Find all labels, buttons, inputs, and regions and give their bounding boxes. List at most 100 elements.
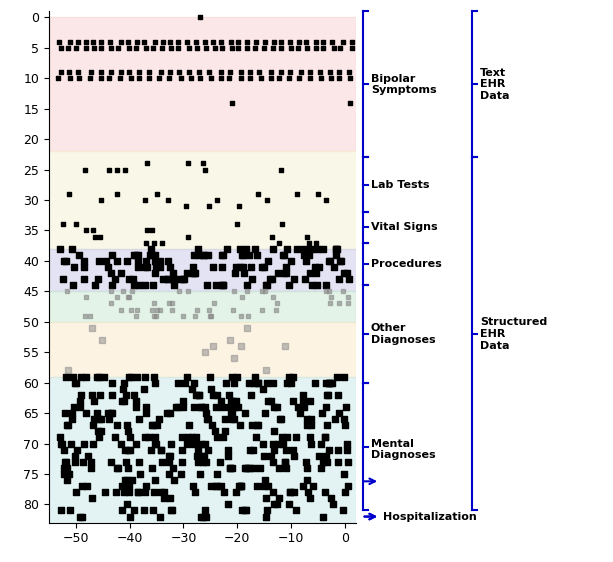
Point [262,506,272,515]
Point [342,269,352,278]
Point [127,475,137,484]
Point [148,421,158,430]
Point [63,421,72,430]
Point [126,512,135,521]
Point [316,463,326,472]
Point [194,244,204,253]
Point [261,512,271,521]
Point [56,506,66,515]
Point [196,74,205,83]
Point [128,287,137,296]
Text: Vital Signs: Vital Signs [371,223,438,232]
Point [315,67,325,76]
Point [225,463,235,472]
Point [110,275,120,284]
Point [302,415,311,424]
Point [249,378,259,387]
Point [196,469,205,478]
Point [286,256,296,265]
Point [70,457,80,466]
Point [149,488,159,497]
Point [242,506,251,515]
Point [218,402,227,411]
Point [148,506,158,515]
Point [145,250,155,259]
Point [319,37,329,46]
Point [284,372,294,381]
Point [63,366,73,375]
Point [156,305,166,314]
Point [180,378,190,387]
Point [120,378,129,387]
Point [243,311,253,320]
Point [74,250,84,259]
Point [273,269,283,278]
Point [105,37,115,46]
Point [140,372,150,381]
Point [227,463,237,472]
Point [266,396,276,405]
Point [286,43,296,52]
Point [326,494,336,503]
Point [112,189,122,198]
Point [167,506,177,515]
Point [64,469,74,478]
Point [169,269,178,278]
Point [81,226,91,235]
Point [131,402,141,411]
Point [196,402,206,411]
Point [164,74,173,83]
Point [289,451,299,460]
Point [116,506,126,515]
Point [112,256,121,265]
Point [106,299,116,308]
Point [340,415,349,424]
Point [305,74,315,83]
Point [71,220,81,229]
Point [150,439,159,448]
Point [237,311,246,320]
Point [90,281,100,290]
Point [140,262,150,271]
Point [94,433,104,442]
Point [134,281,144,290]
Point [242,43,251,52]
Point [331,244,341,253]
Point [155,262,165,271]
Point [269,427,279,436]
Point [70,451,80,460]
Point [70,378,80,387]
Point [132,372,142,381]
Point [131,396,141,405]
Point [335,275,345,284]
Point [167,299,177,308]
Point [265,275,275,284]
Point [99,372,109,381]
Point [268,457,278,466]
Text: Hospitalization: Hospitalization [383,511,477,522]
Point [199,250,209,259]
Point [243,378,253,387]
Point [261,494,271,503]
Point [75,512,85,521]
Point [319,43,329,52]
Point [140,281,150,290]
Point [325,67,335,76]
Point [253,189,263,198]
Point [197,512,207,521]
Point [318,457,328,466]
Point [189,378,199,387]
Point [246,262,256,271]
Point [120,482,129,491]
Point [261,366,270,375]
Point [299,402,309,411]
Point [326,299,335,308]
Point [267,275,277,284]
Point [303,475,313,484]
Point [245,74,255,83]
Point [279,250,289,259]
Point [304,250,314,259]
Point [230,488,240,497]
Point [194,390,204,399]
Point [211,281,221,290]
